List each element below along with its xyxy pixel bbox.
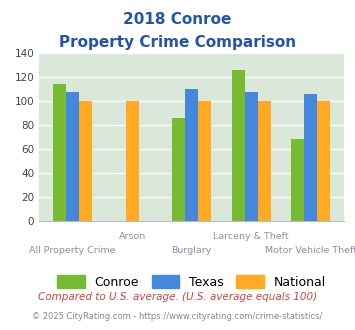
Text: Compared to U.S. average. (U.S. average equals 100): Compared to U.S. average. (U.S. average … (38, 292, 317, 302)
Bar (53, 84, 66, 221)
Bar (172, 118, 185, 221)
Bar (66, 92, 79, 221)
Bar (126, 101, 139, 221)
Bar (79, 101, 92, 221)
Legend: Conroe, Texas, National: Conroe, Texas, National (52, 270, 331, 294)
Bar (258, 101, 271, 221)
Bar (198, 101, 211, 221)
Text: All Property Crime: All Property Crime (29, 246, 116, 255)
Bar (245, 92, 258, 221)
Text: Larceny & Theft: Larceny & Theft (213, 232, 289, 241)
Bar (291, 139, 304, 221)
Bar (304, 94, 317, 221)
Text: Burglary: Burglary (171, 246, 212, 255)
Bar (185, 89, 198, 221)
Text: Arson: Arson (119, 232, 146, 241)
Bar (317, 101, 331, 221)
Text: Motor Vehicle Theft: Motor Vehicle Theft (265, 246, 355, 255)
Text: © 2025 CityRating.com - https://www.cityrating.com/crime-statistics/: © 2025 CityRating.com - https://www.city… (32, 312, 323, 321)
Bar (231, 70, 245, 221)
Text: 2018 Conroe: 2018 Conroe (123, 12, 232, 26)
Text: Property Crime Comparison: Property Crime Comparison (59, 35, 296, 50)
